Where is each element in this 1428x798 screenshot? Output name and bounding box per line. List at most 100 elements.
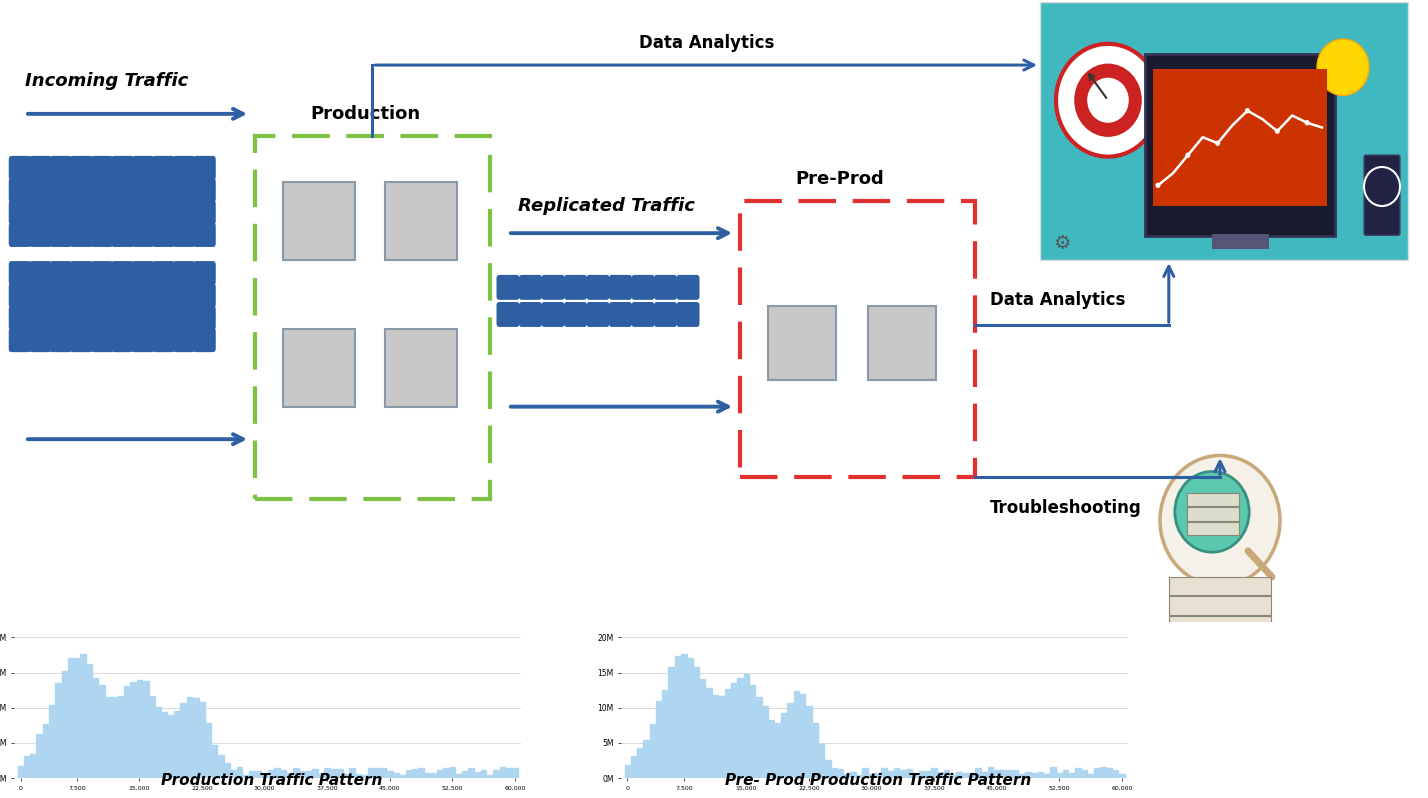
FancyBboxPatch shape: [70, 200, 93, 225]
FancyBboxPatch shape: [50, 223, 73, 247]
Bar: [750, 685, 755, 778]
Bar: [324, 768, 330, 778]
FancyBboxPatch shape: [131, 178, 154, 203]
Bar: [968, 774, 974, 778]
Text: Production Traffic Pattern: Production Traffic Pattern: [160, 772, 383, 788]
Bar: [111, 697, 117, 778]
FancyBboxPatch shape: [153, 261, 174, 286]
Bar: [957, 772, 962, 778]
FancyBboxPatch shape: [111, 156, 134, 180]
FancyBboxPatch shape: [677, 275, 700, 300]
Bar: [200, 702, 204, 778]
FancyBboxPatch shape: [70, 306, 93, 330]
FancyBboxPatch shape: [131, 328, 154, 352]
FancyBboxPatch shape: [497, 302, 520, 327]
FancyBboxPatch shape: [541, 302, 564, 327]
FancyBboxPatch shape: [70, 283, 93, 308]
Bar: [174, 711, 180, 778]
Bar: [481, 770, 487, 778]
FancyBboxPatch shape: [70, 328, 93, 352]
Bar: [900, 770, 905, 778]
Bar: [143, 681, 149, 778]
Bar: [962, 772, 968, 778]
FancyBboxPatch shape: [50, 283, 73, 308]
Text: Data Analytics: Data Analytics: [990, 290, 1125, 309]
Bar: [925, 771, 931, 778]
Bar: [206, 723, 211, 778]
Bar: [93, 678, 99, 778]
Bar: [318, 774, 324, 778]
Bar: [850, 772, 855, 778]
Bar: [988, 767, 994, 778]
Bar: [17, 766, 23, 778]
Circle shape: [1175, 472, 1250, 552]
Bar: [337, 768, 343, 778]
FancyBboxPatch shape: [111, 306, 134, 330]
Bar: [1038, 772, 1044, 778]
FancyBboxPatch shape: [173, 283, 196, 308]
FancyBboxPatch shape: [91, 306, 113, 330]
Bar: [844, 773, 850, 778]
Circle shape: [1305, 120, 1309, 125]
FancyBboxPatch shape: [173, 200, 196, 225]
Bar: [1031, 773, 1037, 778]
Bar: [1094, 768, 1100, 778]
Bar: [975, 768, 981, 778]
FancyBboxPatch shape: [654, 275, 677, 300]
FancyBboxPatch shape: [193, 306, 216, 330]
FancyBboxPatch shape: [283, 182, 356, 260]
FancyBboxPatch shape: [111, 328, 134, 352]
FancyBboxPatch shape: [29, 306, 51, 330]
Circle shape: [1074, 64, 1142, 137]
Bar: [49, 705, 54, 778]
Bar: [413, 769, 417, 778]
Bar: [169, 715, 174, 778]
Bar: [1112, 770, 1118, 778]
Circle shape: [1055, 44, 1160, 156]
FancyBboxPatch shape: [29, 261, 51, 286]
FancyBboxPatch shape: [153, 223, 174, 247]
FancyBboxPatch shape: [111, 261, 134, 286]
FancyBboxPatch shape: [518, 302, 543, 327]
Bar: [837, 769, 843, 778]
Text: ⚙: ⚙: [1054, 235, 1071, 254]
FancyBboxPatch shape: [173, 178, 196, 203]
FancyBboxPatch shape: [173, 306, 196, 330]
FancyBboxPatch shape: [173, 156, 196, 180]
FancyBboxPatch shape: [9, 178, 31, 203]
FancyBboxPatch shape: [91, 223, 113, 247]
FancyBboxPatch shape: [29, 328, 51, 352]
Bar: [1081, 769, 1087, 778]
Bar: [87, 665, 93, 778]
FancyBboxPatch shape: [173, 328, 196, 352]
FancyBboxPatch shape: [131, 261, 154, 286]
FancyBboxPatch shape: [173, 261, 196, 286]
FancyBboxPatch shape: [70, 261, 93, 286]
FancyBboxPatch shape: [497, 275, 520, 300]
Bar: [674, 656, 680, 778]
Bar: [218, 756, 224, 778]
Bar: [30, 753, 36, 778]
Bar: [381, 768, 387, 778]
Bar: [813, 724, 818, 778]
FancyBboxPatch shape: [1170, 635, 1271, 654]
Bar: [768, 721, 774, 778]
Bar: [450, 767, 456, 778]
Bar: [443, 768, 448, 778]
Bar: [250, 771, 256, 778]
Bar: [368, 768, 374, 778]
FancyBboxPatch shape: [131, 223, 154, 247]
FancyBboxPatch shape: [677, 302, 700, 327]
Bar: [137, 680, 143, 778]
Bar: [981, 772, 987, 778]
FancyBboxPatch shape: [631, 302, 654, 327]
FancyBboxPatch shape: [153, 283, 174, 308]
Bar: [887, 771, 892, 778]
Bar: [211, 745, 217, 778]
Bar: [1050, 767, 1055, 778]
Bar: [800, 694, 805, 778]
Bar: [787, 703, 793, 778]
FancyBboxPatch shape: [1152, 69, 1327, 206]
FancyBboxPatch shape: [29, 178, 51, 203]
Bar: [918, 771, 924, 778]
